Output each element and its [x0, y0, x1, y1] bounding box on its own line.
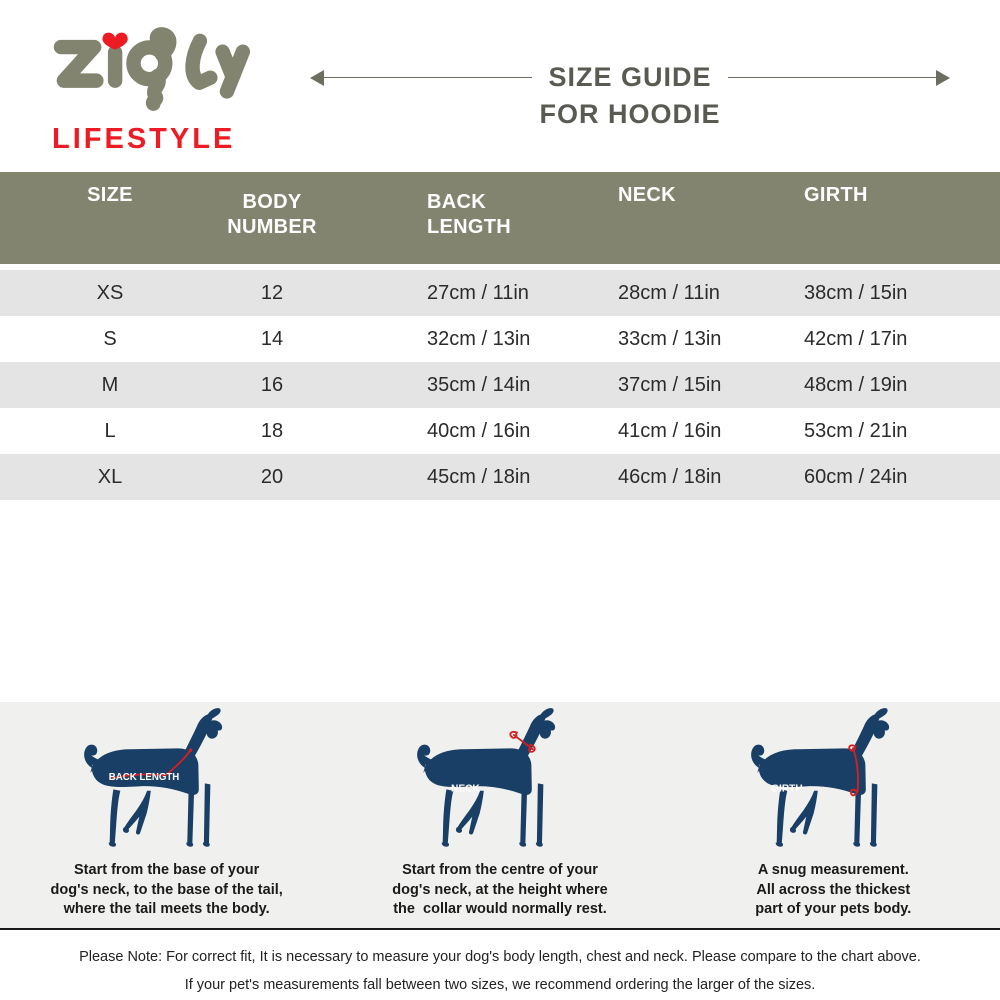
- svg-text:BACK LENGTH: BACK LENGTH: [109, 772, 180, 783]
- svg-text:GIRTH: GIRTH: [771, 784, 803, 795]
- svg-text:NECK: NECK: [451, 784, 480, 795]
